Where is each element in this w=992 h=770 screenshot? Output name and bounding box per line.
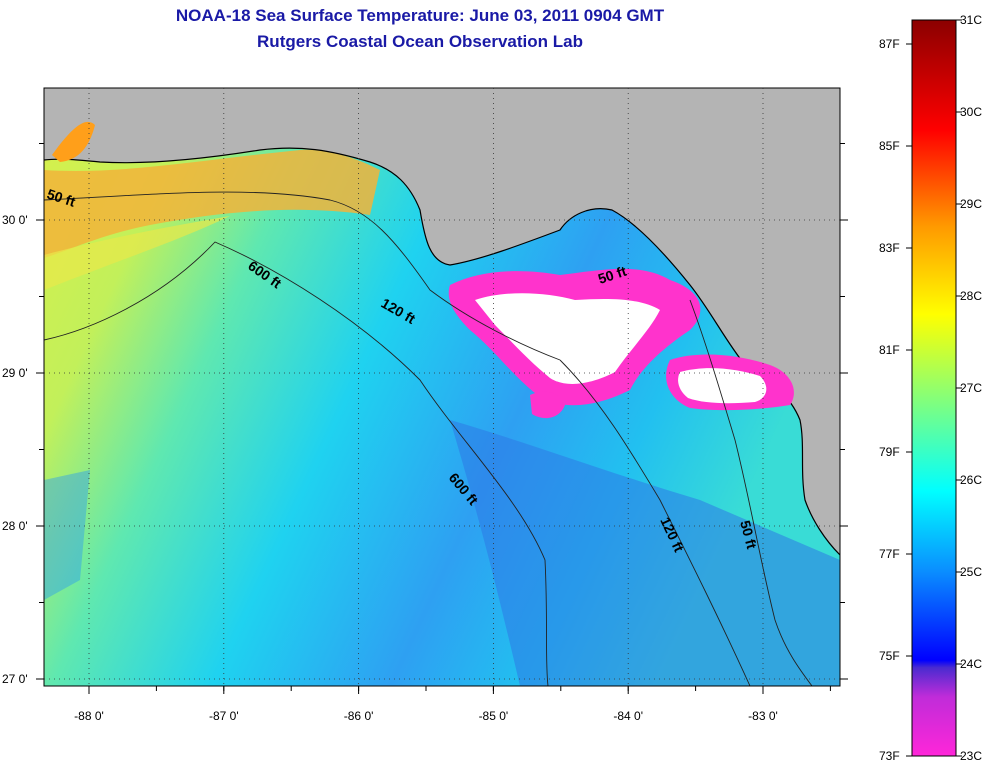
map-subtitle: Rutgers Coastal Ocean Observation Lab (257, 32, 583, 51)
lat-tick-label: 29 0' (2, 366, 28, 380)
map-panel (44, 88, 840, 686)
lon-tick-label: -83 0' (748, 709, 778, 723)
depth-contour-600ft (44, 241, 549, 686)
lat-tick-label: 27 0' (2, 672, 28, 686)
celsius-label: 25C (960, 565, 982, 579)
fahrenheit-label: 87F (879, 37, 900, 51)
depth-contour-50ft (689, 299, 813, 686)
celsius-label: 28C (960, 289, 982, 303)
lon-tick-label: -88 0' (74, 709, 104, 723)
fahrenheit-label: 75F (879, 649, 900, 663)
celsius-label: 24C (960, 657, 982, 671)
celsius-label: 27C (960, 381, 982, 395)
lon-tick-label: -85 0' (479, 709, 509, 723)
land (44, 88, 840, 555)
coastline (44, 147, 840, 556)
celsius-label: 31C (960, 13, 982, 27)
celsius-label: 26C (960, 473, 982, 487)
fahrenheit-label: 77F (879, 547, 900, 561)
fahrenheit-label: 79F (879, 445, 900, 459)
celsius-label: 30C (960, 105, 982, 119)
map-title: NOAA-18 Sea Surface Temperature: June 03… (175, 6, 665, 25)
map-frame (43, 87, 841, 687)
lon-tick-label: -84 0' (613, 709, 643, 723)
graticule: -88 0' -87 0' -86 0' -85 0' -84 0' -83 0' 30 0… (2, 88, 848, 723)
colorbar (911, 19, 957, 757)
colorbar-labels: 31C 30C 29C 28C 27C 26C 25C 24C 23C 87F 85F 83F 81F 7… (879, 13, 982, 763)
celsius-label: 23C (960, 749, 982, 763)
fahrenheit-label: 73F (879, 749, 900, 763)
depth-contour-120ft (44, 191, 561, 361)
fahrenheit-label: 83F (879, 241, 900, 255)
cloud-patch (475, 293, 660, 384)
fahrenheit-label: 81F (879, 343, 900, 357)
lat-tick-label: 30 0' (2, 213, 28, 227)
lon-tick-label: -87 0' (209, 709, 239, 723)
lat-tick-label: 28 0' (2, 519, 28, 533)
lon-tick-label: -86 0' (344, 709, 374, 723)
fahrenheit-label: 85F (879, 139, 900, 153)
celsius-label: 29C (960, 197, 982, 211)
contour-label: 50 ft (737, 519, 760, 551)
cool-water-band (450, 420, 840, 686)
warm-water-band (44, 149, 380, 258)
